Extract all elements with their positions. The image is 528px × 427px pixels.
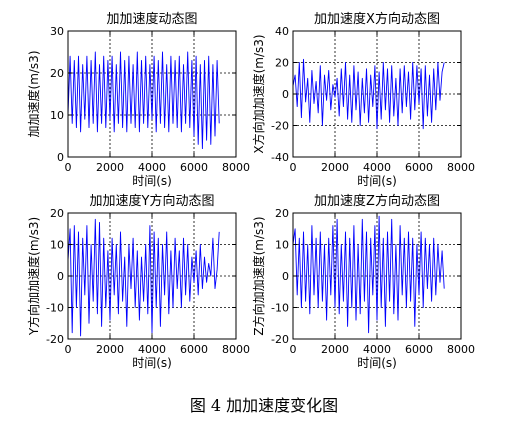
y-tick-label: 10 [50, 239, 64, 252]
chart-panel-2: 0 2000 4000 6000 8000 -40 -20 0 20 40 加加速度X方向动态图时间… [251, 11, 475, 188]
x-axis-label: 时间(s) [357, 356, 397, 370]
x-tick-label: 2000 [96, 161, 124, 174]
y-tick-label: 20 [275, 207, 289, 220]
x-tick-label: 8000 [222, 343, 250, 356]
chart-panel-3: 0 2000 4000 6000 8000 -20 -10 0 10 20 加加速度Y方向动态图时间… [26, 193, 250, 370]
x-tick-label: 0 [290, 161, 297, 174]
x-tick-label: 4000 [138, 343, 166, 356]
x-tick-label: 2000 [321, 343, 349, 356]
x-tick-label: 4000 [363, 161, 391, 174]
chart-panel-4: 0 2000 4000 6000 8000 -20 -10 0 10 20 加加速度Z方向动态图时间… [251, 193, 475, 370]
x-tick-label: 0 [65, 161, 72, 174]
y-tick-label: 0 [57, 151, 64, 164]
chart-title: 加加速度X方向动态图 [314, 11, 440, 27]
y-tick-label: -10 [46, 302, 64, 315]
y-tick-label: 20 [275, 57, 289, 70]
y-axis-label: Z方向加加速度(m/s3) [251, 216, 266, 335]
x-tick-label: 6000 [180, 161, 208, 174]
y-tick-label: -20 [271, 120, 289, 133]
y-tick-label: 10 [275, 239, 289, 252]
x-tick-label: 6000 [405, 343, 433, 356]
chart-title: 加加速度Z方向动态图 [314, 193, 440, 209]
y-tick-label: 0 [282, 88, 289, 101]
series-line-1 [292, 215, 445, 334]
x-axis-label: 时间(s) [132, 356, 172, 370]
y-tick-label: 20 [50, 67, 64, 80]
y-axis-label: 加加速度(m/s3) [26, 51, 41, 138]
chart-title: 加加速度动态图 [106, 11, 197, 27]
series-line-1 [67, 51, 220, 150]
y-tick-label: 30 [50, 25, 64, 38]
x-tick-label: 8000 [447, 161, 475, 174]
x-tick-label: 2000 [96, 343, 124, 356]
y-axis-label: X方向加加速度(m/s3) [251, 34, 266, 153]
y-tick-label: 10 [50, 109, 64, 122]
figure-canvas: 0 2000 4000 6000 80000102030加加速度动态图时间(s)加加速度… [26, 11, 475, 370]
series-line-1 [67, 218, 220, 337]
x-tick-label: 0 [65, 343, 72, 356]
y-tick-label: 20 [50, 207, 64, 220]
y-tick-label: 0 [57, 270, 64, 283]
series-line-1 [292, 58, 445, 130]
y-axis-label: Y方向加加速度(m/s3) [26, 217, 41, 336]
y-tick-label: -40 [271, 151, 289, 164]
y-tick-label: -20 [46, 333, 64, 346]
x-axis-label: 时间(s) [357, 174, 397, 188]
chart-title: 加加速度Y方向动态图 [90, 193, 215, 209]
x-tick-label: 6000 [180, 343, 208, 356]
y-tick-label: -20 [271, 333, 289, 346]
x-tick-label: 2000 [321, 161, 349, 174]
x-tick-label: 0 [290, 343, 297, 356]
y-tick-label: 40 [275, 25, 289, 38]
y-tick-label: -10 [271, 302, 289, 315]
x-tick-label: 4000 [363, 343, 391, 356]
x-tick-label: 8000 [447, 343, 475, 356]
x-tick-label: 8000 [222, 161, 250, 174]
x-axis-label: 时间(s) [132, 174, 172, 188]
x-tick-label: 4000 [138, 161, 166, 174]
x-tick-label: 6000 [405, 161, 433, 174]
figure-caption: 图 4 加加速度变化图 [189, 396, 339, 415]
y-tick-label: 0 [282, 270, 289, 283]
